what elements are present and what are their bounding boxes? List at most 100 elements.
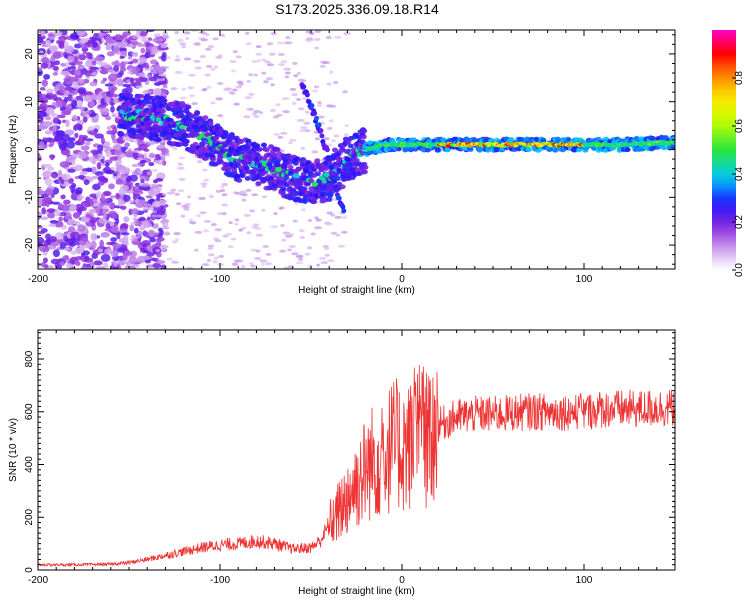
heatmap-cell [303, 121, 311, 125]
heatmap-cell [85, 60, 93, 68]
heatmap-cell [137, 217, 146, 222]
heatmap-cell [143, 208, 148, 213]
heatmap-cell [207, 121, 214, 126]
heatmap-cell [212, 37, 219, 41]
heatmap-cell [120, 146, 128, 150]
heatmap-cell [297, 181, 304, 187]
heatmap-cell [46, 208, 56, 213]
heatmap-cell [58, 40, 65, 48]
heatmap-cell [136, 61, 145, 65]
heatmap-cell [314, 158, 321, 164]
heatmap-cell [103, 141, 111, 147]
heatmap-cell [94, 133, 105, 139]
heatmap-cell [293, 197, 300, 203]
heatmap-cell [69, 177, 74, 183]
heatmap-cell [150, 51, 158, 55]
heatmap-cell [319, 64, 326, 68]
heatmap-cell [314, 216, 319, 220]
heatmap-cell [236, 178, 243, 183]
heatmap-cell [362, 165, 369, 170]
heatmap-cell [143, 39, 151, 43]
heatmap-cell [155, 137, 162, 143]
heatmap-cell [182, 132, 189, 138]
heatmap-cell [45, 94, 52, 99]
heatmap-cell [323, 166, 330, 171]
heatmap-cell [160, 42, 169, 46]
heatmap-cell [283, 182, 290, 188]
heatmap-cell [254, 151, 261, 157]
heatmap-cell [119, 66, 127, 72]
heatmap-cell [146, 89, 152, 93]
heatmap-cell [78, 134, 84, 143]
heatmap-cell [360, 134, 367, 140]
heatmap-cell [526, 147, 533, 152]
heatmap-cell [48, 108, 55, 116]
spectrogram-y-tick-label: 20 [24, 48, 35, 60]
heatmap-cell [332, 178, 338, 184]
heatmap-cell [74, 164, 84, 172]
heatmap-cell [144, 256, 153, 260]
heatmap-cell [61, 134, 71, 142]
heatmap-cell [205, 64, 213, 68]
heatmap-cell [72, 211, 81, 219]
heatmap-cell [320, 261, 328, 265]
heatmap-cell [215, 189, 222, 193]
heatmap-cell [123, 234, 129, 242]
heatmap-cell [148, 76, 157, 82]
figure-title: S173.2025.336.09.18.R14 [275, 1, 439, 17]
heatmap-cell [155, 214, 163, 218]
heatmap-cell [213, 237, 219, 241]
heatmap-cell [138, 111, 145, 116]
heatmap-cell [434, 147, 441, 153]
heatmap-cell [291, 252, 299, 256]
snr-x-tick-label: -100 [210, 575, 230, 586]
heatmap-cell [42, 196, 53, 203]
heatmap-cell [324, 147, 330, 153]
heatmap-cell [196, 160, 203, 164]
snr-y-tick-label: 600 [24, 403, 35, 420]
heatmap-cell [285, 36, 291, 40]
heatmap-cell [61, 110, 72, 116]
heatmap-cell [102, 191, 111, 197]
heatmap-cell [97, 144, 104, 153]
heatmap-cell [221, 203, 228, 207]
heatmap-cell [266, 42, 274, 46]
spectrogram-y-tick-label: 10 [24, 96, 35, 108]
heatmap-cell [186, 195, 192, 199]
heatmap-cell [139, 30, 148, 37]
heatmap-cell [165, 106, 172, 112]
heatmap-cell [139, 159, 147, 163]
heatmap-cell [344, 156, 351, 162]
heatmap-cell [77, 78, 85, 84]
heatmap-cell [170, 188, 177, 192]
heatmap-cell [207, 244, 215, 248]
heatmap-cell [270, 83, 275, 87]
heatmap-cell [245, 188, 252, 192]
heatmap-cell [246, 79, 252, 83]
heatmap-cell [45, 39, 51, 46]
heatmap-cell [328, 119, 334, 123]
heatmap-cell [159, 73, 167, 77]
spectrogram-y-axis-label: Frequency (Hz) [8, 115, 19, 184]
heatmap-cell [243, 115, 251, 119]
heatmap-cell [270, 225, 279, 229]
heatmap-cell [107, 39, 117, 44]
heatmap-cell [264, 60, 271, 64]
heatmap-cell [193, 111, 200, 117]
heatmap-cell [109, 202, 116, 210]
heatmap-cell [118, 131, 125, 137]
heatmap-cell [93, 154, 99, 159]
heatmap-cell [202, 127, 209, 132]
heatmap-cell [100, 158, 105, 164]
heatmap-cell [251, 193, 259, 197]
heatmap-cell [117, 199, 123, 207]
heatmap-cell [76, 151, 87, 159]
heatmap-cell [308, 264, 313, 268]
heatmap-cell [67, 55, 74, 63]
heatmap-cell [282, 110, 290, 114]
heatmap-cell [287, 248, 293, 252]
heatmap-cell [576, 147, 583, 153]
heatmap-cell [334, 215, 342, 219]
heatmap-cell [129, 174, 138, 182]
